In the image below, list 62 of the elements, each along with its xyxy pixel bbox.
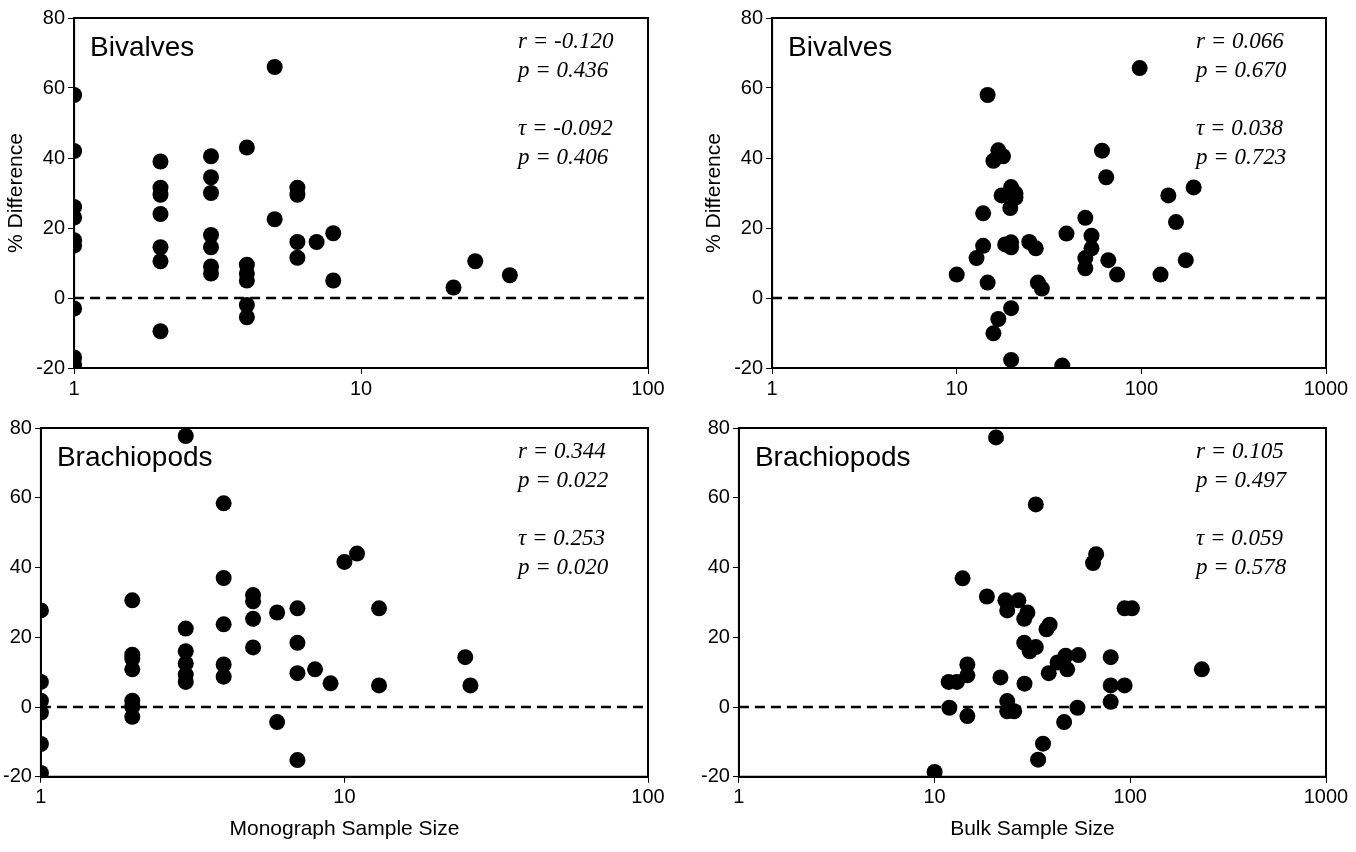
y-tick-label: 60 <box>42 75 66 98</box>
annotation: τ = 0.059 <box>1196 524 1284 550</box>
y-tick-label: 20 <box>740 215 764 238</box>
x-tick-label: 1 <box>68 376 80 399</box>
y-tick-label: 40 <box>740 145 764 168</box>
y-tick-label: -20 <box>734 355 764 378</box>
annotation: p = 0.406 <box>516 143 609 169</box>
y-tick-label: 60 <box>9 485 32 508</box>
annotation: p = 0.723 <box>1194 143 1287 169</box>
annotation: p = 0.022 <box>516 466 609 492</box>
annotation: r = -0.120 <box>518 27 614 53</box>
y-tick-label: 40 <box>707 555 730 578</box>
y-tick-label: -20 <box>36 355 66 378</box>
y-tick-label: 80 <box>9 415 32 438</box>
y-tick-label: 0 <box>751 285 764 308</box>
x-tick-label: 10 <box>349 376 373 399</box>
y-tick-label: 80 <box>42 5 66 28</box>
x-axis-title: Monograph Sample Size <box>229 816 460 840</box>
annotation: r = 0.066 <box>1196 27 1285 53</box>
y-tick-label: 40 <box>9 555 32 578</box>
y-axis-title: % Difference <box>3 133 27 253</box>
annotation: τ = 0.253 <box>518 524 606 550</box>
chart-title: Brachiopods <box>56 440 213 472</box>
annotation: τ = 0.038 <box>1196 114 1284 140</box>
annotation: p = 0.436 <box>516 56 609 82</box>
y-tick-label: 60 <box>740 75 764 98</box>
chart-title: Bivalves <box>90 30 195 62</box>
x-tick-label: 1000 <box>1303 785 1349 808</box>
annotation: r = 0.344 <box>518 437 606 463</box>
annotation: p = 0.578 <box>1194 553 1287 579</box>
x-tick-label: 10 <box>945 376 968 399</box>
x-tick-label: 10 <box>333 785 356 808</box>
y-tick-label: 80 <box>740 5 764 28</box>
y-tick-label: 0 <box>20 694 32 717</box>
annotation: p = 0.670 <box>1194 56 1287 82</box>
y-tick-label: 20 <box>707 624 730 647</box>
x-tick-label: 100 <box>631 785 665 808</box>
y-tick-label: 20 <box>9 624 32 647</box>
y-tick-label: 0 <box>718 694 730 717</box>
x-tick-label: 10 <box>923 785 946 808</box>
y-tick-label: 80 <box>707 415 730 438</box>
x-axis-title: Bulk Sample Size <box>950 816 1115 840</box>
annotation: p = 0.497 <box>1194 466 1288 492</box>
y-tick-label: -20 <box>701 764 730 787</box>
annotation: τ = -0.092 <box>518 114 613 140</box>
x-tick-label: 100 <box>1124 376 1159 399</box>
x-tick-label: 100 <box>1113 785 1147 808</box>
x-tick-label: 1000 <box>1303 376 1349 399</box>
y-tick-label: -20 <box>3 764 32 787</box>
annotation: p = 0.020 <box>516 553 609 579</box>
x-tick-label: 1 <box>35 785 47 808</box>
x-tick-label: 1 <box>733 785 745 808</box>
y-tick-label: 40 <box>42 145 66 168</box>
y-tick-label: 20 <box>42 215 66 238</box>
annotation: r = 0.105 <box>1196 437 1284 463</box>
y-axis-title: % Difference <box>701 133 725 253</box>
y-tick-label: 0 <box>53 285 66 308</box>
chart-title: Brachiopods <box>754 440 911 472</box>
chart-title: Bivalves <box>788 30 893 62</box>
x-tick-label: 1 <box>766 376 778 399</box>
x-tick-label: 100 <box>631 376 665 399</box>
y-tick-label: 60 <box>707 485 730 508</box>
